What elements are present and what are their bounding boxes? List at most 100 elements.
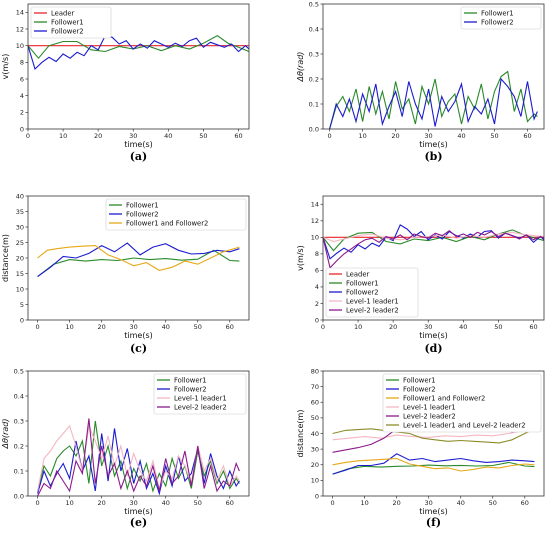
x-axis-label: time(s)	[124, 507, 152, 516]
x-tick-label: 10	[354, 323, 362, 331]
y-tick-label: 12	[16, 25, 24, 33]
x-tick-label: 20	[389, 323, 397, 331]
y-tick-label: 0	[315, 316, 319, 324]
x-tick-label: 60	[234, 132, 242, 140]
y-tick-label: 8	[315, 250, 319, 258]
series-line-3-2	[37, 242, 240, 278]
x-axis-label: time(s)	[124, 331, 152, 340]
y-tick-label: 10	[311, 234, 319, 242]
x-tick-label: 10	[358, 132, 366, 140]
series-line-1-2	[28, 35, 249, 60]
x-tick-label: 0	[36, 323, 40, 331]
legend-entry: Level-1 leader1	[346, 297, 399, 305]
chart-panel-1: 0 10 20 30 40 50 60 0 2 4 6 8 10 12 14 time(s) v(m/s) (a)…	[1, 3, 250, 163]
x-tick-label: 50	[194, 323, 202, 331]
legend-entry: Level-2 leader2	[174, 403, 227, 411]
legend-entry: Follower2	[481, 18, 514, 26]
y-tick-label: 0.2	[14, 442, 24, 450]
y-tick-label: 20	[311, 461, 319, 469]
legend-box	[460, 6, 542, 30]
x-tick-label: 50	[489, 499, 497, 507]
legend-box	[153, 373, 247, 415]
x-tick-label: 40	[162, 323, 170, 331]
y-tick-label: 20	[16, 254, 24, 262]
chart-panel-6: 0 10 20 30 40 50 60 0 10 20 30 40 50 60 70 80 time(s) dis…	[296, 367, 545, 529]
chart-panel-5: 0 10 20 30 40 50 60 0.0 0.1 0.2 0.3 0.4 0.5 time(s) Δθ…	[1, 367, 250, 529]
y-tick-label: 8	[20, 59, 24, 67]
y-tick-label: 35	[16, 208, 24, 216]
x-tick-label: 60	[523, 132, 531, 140]
x-tick-label: 20	[98, 499, 106, 507]
series-line-6-3	[332, 457, 535, 472]
x-tick-label: 50	[490, 132, 498, 140]
legend-entry: Leader	[51, 9, 75, 17]
chart-panel-3: 0 10 20 30 40 50 60 0 5 10 15 20 25 30 35 40 time(s) dist…	[1, 192, 250, 355]
y-axis-label: Δθ(rad)	[296, 52, 305, 83]
legend-entry: Follower1	[403, 376, 436, 384]
legend-entry: Level-2 leader2	[403, 412, 456, 420]
y-tick-label: 0.5	[14, 367, 24, 375]
series-line-5-4	[37, 418, 240, 496]
y-tick-label: 0	[20, 316, 24, 324]
panel-caption: (b)	[424, 150, 442, 163]
legend-entry: Follower1	[174, 376, 207, 384]
chart-panel-2: 0 10 20 30 40 50 60 0.0 0.1 0.2 0.3 0.4 0.5 time(s) Δθ…	[296, 0, 545, 163]
x-tick-label: 40	[457, 132, 465, 140]
x-tick-label: 60	[521, 499, 529, 507]
x-tick-label: 40	[164, 132, 172, 140]
x-tick-label: 0	[36, 499, 40, 507]
x-tick-label: 10	[59, 132, 67, 140]
legend-entry: Follower1 and Follower2	[126, 219, 208, 227]
series-line-6-4	[332, 428, 535, 441]
y-tick-label: 0.0	[309, 125, 319, 133]
y-tick-label: 0.1	[14, 467, 24, 475]
y-tick-label: 2	[20, 109, 24, 117]
y-tick-label: 5	[20, 301, 24, 309]
y-tick-label: 10	[16, 42, 24, 50]
legend-entry: Follower1	[126, 201, 159, 209]
y-axis-label: v(m/s)	[296, 245, 305, 271]
series-line-2-2	[329, 77, 538, 129]
y-tick-label: 14	[311, 201, 319, 209]
y-axis-label: Δθ(rad)	[1, 419, 10, 450]
x-tick-label: 50	[199, 132, 207, 140]
y-tick-label: 0.1	[309, 100, 319, 108]
x-tick-label: 30	[130, 323, 138, 331]
legend-entry: Follower2	[174, 385, 207, 393]
panel-caption: (e)	[130, 516, 147, 529]
x-tick-label: 0	[331, 499, 335, 507]
y-tick-label: 2	[315, 300, 319, 308]
x-tick-label: 50	[194, 499, 202, 507]
series-line-6-1	[332, 461, 535, 475]
y-axis-label: distance(m)	[296, 410, 305, 458]
panel-caption: (c)	[130, 342, 147, 355]
x-tick-label: 10	[65, 499, 73, 507]
legend-entry: Follower2	[51, 27, 84, 35]
x-axis-label: time(s)	[419, 507, 447, 516]
series-line-4-5	[323, 230, 544, 270]
legend-entry: Follower1 and Follower2	[403, 394, 485, 402]
y-tick-label: 4	[315, 283, 319, 291]
legend-entry: Leader	[346, 270, 370, 278]
plot-frame	[322, 3, 545, 130]
legend-box	[30, 6, 112, 39]
x-axis-label: time(s)	[124, 140, 152, 149]
y-axis-label: distance(m)	[1, 234, 10, 282]
legend-entry: Follower1	[51, 18, 84, 26]
plot-frame	[27, 3, 250, 130]
y-tick-label: 40	[311, 430, 319, 438]
x-axis-label: time(s)	[419, 331, 447, 340]
panel-caption: (a)	[130, 150, 148, 163]
x-tick-label: 40	[162, 499, 170, 507]
legend-entry: Level-2 leader2	[346, 306, 399, 314]
x-tick-label: 0	[328, 132, 332, 140]
y-tick-label: 80	[311, 367, 319, 375]
y-tick-label: 6	[315, 267, 319, 275]
y-tick-label: 4	[20, 92, 24, 100]
